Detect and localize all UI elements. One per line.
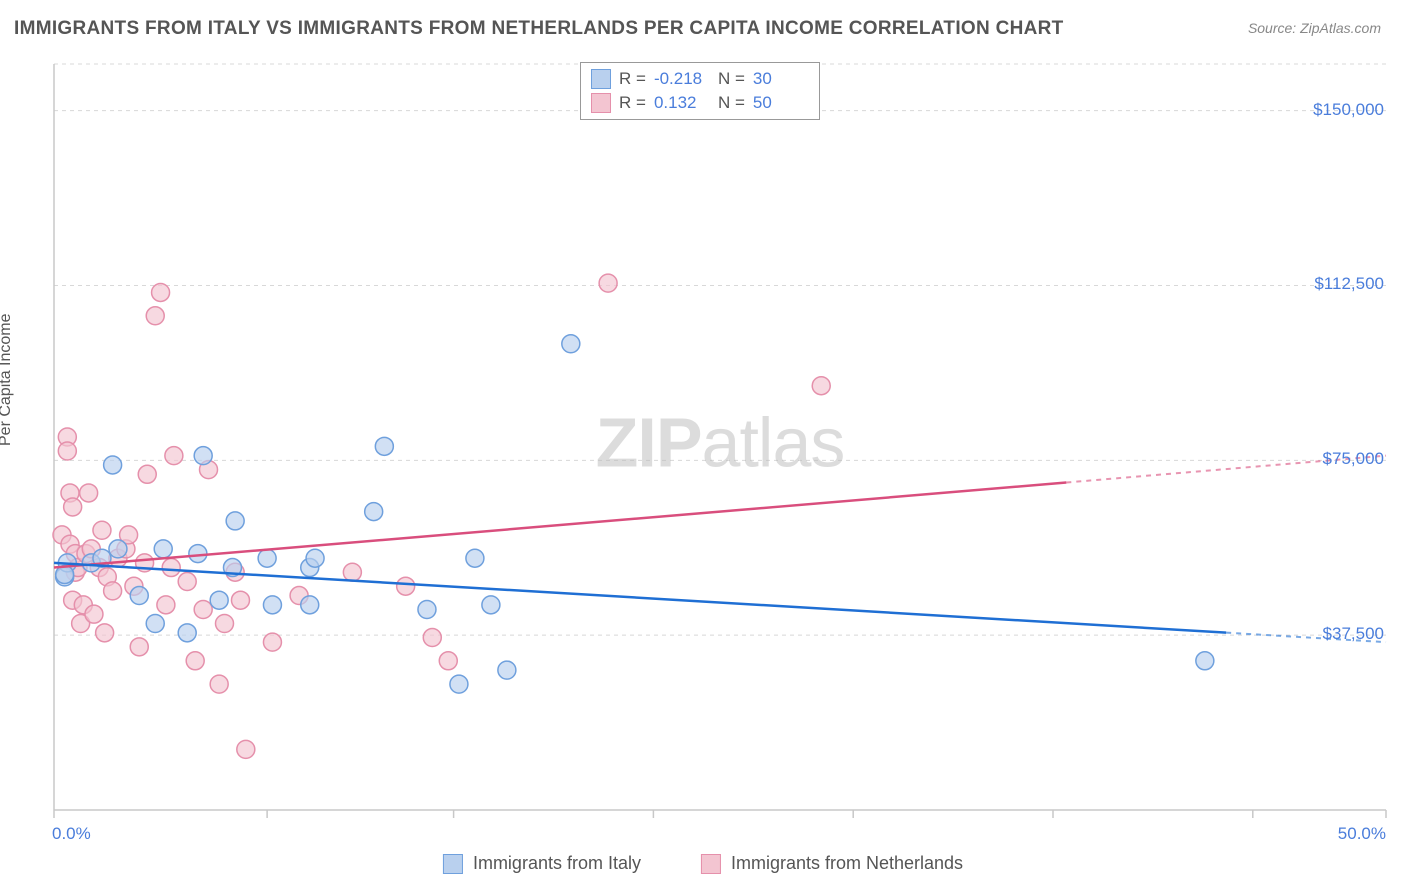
swatch-netherlands (701, 854, 721, 874)
legend-r-label: R = (619, 69, 646, 89)
y-tick-37500: $37,500 (1323, 624, 1384, 644)
legend-row-netherlands: R = 0.132 N = 50 (591, 91, 809, 115)
legend-n-italy: 30 (753, 69, 809, 89)
plot-area: ZIPatlas R = -0.218 N = 30 R = 0.132 N =… (48, 62, 1392, 836)
series-legend: Immigrants from Italy Immigrants from Ne… (443, 853, 963, 874)
legend-label-italy: Immigrants from Italy (473, 853, 641, 874)
chart-title: IMMIGRANTS FROM ITALY VS IMMIGRANTS FROM… (14, 18, 1064, 40)
legend-r-label: R = (619, 93, 646, 113)
legend-n-label: N = (718, 93, 745, 113)
legend-item-italy: Immigrants from Italy (443, 853, 641, 874)
legend-n-label: N = (718, 69, 745, 89)
x-tick-50: 50.0% (1338, 824, 1386, 844)
legend-r-netherlands: 0.132 (654, 93, 710, 113)
x-tick-0: 0.0% (52, 824, 91, 844)
legend-r-italy: -0.218 (654, 69, 710, 89)
source-attribution: Source: ZipAtlas.com (1248, 20, 1381, 36)
y-tick-75000: $75,000 (1323, 449, 1384, 469)
correlation-legend: R = -0.218 N = 30 R = 0.132 N = 50 (580, 62, 820, 120)
legend-row-italy: R = -0.218 N = 30 (591, 67, 809, 91)
legend-item-netherlands: Immigrants from Netherlands (701, 853, 963, 874)
y-tick-112500: $112,500 (1314, 274, 1384, 294)
y-tick-150000: $150,000 (1313, 100, 1384, 120)
correlation-scatter-chart (48, 62, 1392, 836)
swatch-italy (443, 854, 463, 874)
legend-label-netherlands: Immigrants from Netherlands (731, 853, 963, 874)
legend-n-netherlands: 50 (753, 93, 809, 113)
swatch-italy (591, 69, 611, 89)
swatch-netherlands (591, 93, 611, 113)
y-axis-label: Per Capita Income (0, 313, 15, 446)
